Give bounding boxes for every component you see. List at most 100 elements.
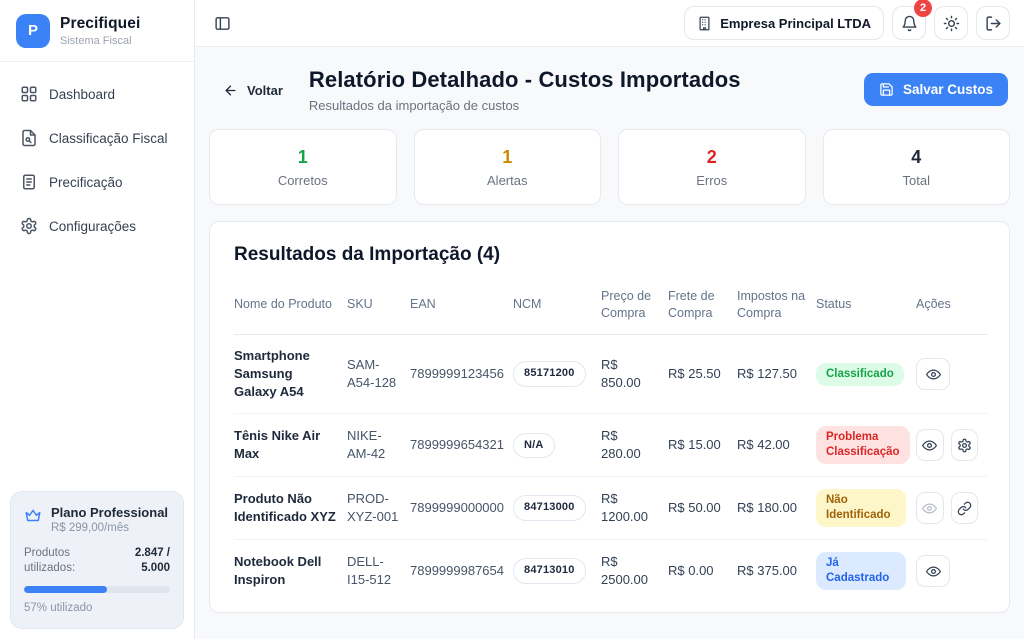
link-product-button[interactable] <box>950 492 978 525</box>
product-name-cell: Smartphone Samsung Galaxy A54 <box>234 334 347 415</box>
theme-toggle-button[interactable] <box>934 6 968 40</box>
sku-cell: PROD-XYZ-001 <box>347 476 410 541</box>
notifications-button[interactable] <box>892 6 926 40</box>
table-row: Produto Não Identificado XYZ PROD-XYZ-001… <box>234 476 988 541</box>
status-badge: Classificado <box>816 362 904 386</box>
sidebar-item-label: Classificação Fiscal <box>49 130 168 146</box>
view-details-button[interactable] <box>916 429 944 462</box>
ncm-badge: N/A <box>513 432 555 458</box>
view-details-button[interactable] <box>916 555 950 587</box>
status-badge: Já Cadastrado <box>816 552 906 590</box>
save-costs-button[interactable]: Salvar Custos <box>863 73 1008 106</box>
plan-usage-value: 2.847 / 5.000 <box>134 546 170 575</box>
page-header: Voltar Relatório Detalhado - Custos Impo… <box>209 61 1010 113</box>
ean-cell: 7899999654321 <box>410 413 513 478</box>
topbar: Empresa Principal LTDA 2 <box>195 0 1024 47</box>
dashboard-grid-icon <box>20 85 38 103</box>
ean-cell: 7899999000000 <box>410 476 513 541</box>
table-row: Notebook Dell Inspiron DELL-I15-512 789999… <box>234 540 988 602</box>
back-button-label: Voltar <box>247 83 283 98</box>
sidebar-item-label: Configurações <box>49 218 137 234</box>
product-name-cell: Tênis Nike Air Max <box>234 413 347 478</box>
ncm-badge: 84713010 <box>513 558 586 584</box>
sidebar-item-label: Dashboard <box>49 86 116 102</box>
table-row: Smartphone Samsung Galaxy A54 SAM-A54-128… <box>234 334 988 415</box>
save-costs-label: Salvar Custos <box>902 82 993 97</box>
col-acoes: Ações <box>916 276 988 335</box>
plan-percent-label: 57% utilizado <box>24 602 93 614</box>
sku-cell: DELL-I15-512 <box>347 553 392 587</box>
sku-cell: SAM-A54-128 <box>347 334 410 415</box>
eye-icon <box>922 501 938 516</box>
document-lines-icon <box>20 173 38 191</box>
link-icon <box>957 501 972 516</box>
ean-cell: 7899999987654 <box>410 562 504 578</box>
notification-count-badge: 2 <box>914 0 932 17</box>
building-icon <box>697 16 712 31</box>
row-actions <box>916 555 978 587</box>
summary-card-alertas: 1 Alertas <box>413 129 601 205</box>
freight-cell: R$ 15.00 <box>668 413 737 478</box>
results-table: Nome do Produto SKU EAN NCM Preço de Com… <box>234 276 988 602</box>
view-details-button[interactable] <box>916 358 950 391</box>
eye-icon <box>925 564 941 579</box>
summary-label: Alertas <box>487 173 528 188</box>
col-ncm: NCM <box>513 276 601 335</box>
gear-icon <box>20 217 38 235</box>
sidebar-item-dashboard[interactable]: Dashboard <box>10 76 184 112</box>
sidebar-item-classificacao-fiscal[interactable]: Classificação Fiscal <box>10 120 184 156</box>
back-arrow-icon <box>223 83 238 98</box>
page-subtitle: Resultados da importação de custos <box>308 98 520 113</box>
sku-cell: NIKE-AM-42 <box>347 413 410 478</box>
save-icon <box>879 82 894 97</box>
company-selector-button[interactable]: Empresa Principal LTDA <box>684 6 884 40</box>
summary-card-erros: 2 Erros <box>618 129 806 205</box>
summary-value: 1 <box>502 147 513 167</box>
ncm-badge: 84713000 <box>513 495 586 521</box>
table-row: Tênis Nike Air Max NIKE-AM-42 789999965432… <box>234 413 988 478</box>
summary-card-corretos: 1 Corretos <box>209 129 397 205</box>
ncm-badge: 85171200 <box>513 361 586 387</box>
bell-icon <box>901 15 918 32</box>
row-actions <box>916 492 978 525</box>
results-title: Resultados da Importação (4) <box>234 244 501 265</box>
back-button[interactable]: Voltar <box>211 75 295 106</box>
sidebar-item-label: Precificação <box>49 174 123 190</box>
col-preco-compra: Preço de Compra <box>601 276 668 335</box>
brand: P Precifiquei Sistema Fiscal <box>0 0 194 62</box>
col-ean: EAN <box>410 276 513 335</box>
view-details-button-disabled <box>916 492 944 525</box>
company-name: Empresa Principal LTDA <box>720 15 871 31</box>
sidebar-item-precificacao[interactable]: Precificação <box>10 164 184 200</box>
purchase-price-cell: R$ 2500.00 <box>601 553 648 587</box>
table-header-row: Nome do Produto SKU EAN NCM Preço de Com… <box>234 276 988 335</box>
summary-value: 2 <box>706 147 717 167</box>
status-badge: Problema Classificação <box>816 426 910 465</box>
summary-value: 1 <box>297 147 308 167</box>
classification-settings-button[interactable] <box>950 429 978 462</box>
sidebar-item-configuracoes[interactable]: Configurações <box>10 208 184 244</box>
purchase-price-cell: R$ 1200.00 <box>601 476 668 541</box>
main-area: Empresa Principal LTDA 2 <box>195 0 1024 639</box>
summary-cards: 1 Corretos 1 Alertas 2 Erros 4 Total <box>209 129 1010 205</box>
logout-button[interactable] <box>976 6 1010 40</box>
row-actions <box>916 429 978 462</box>
purchase-price-cell: R$ 280.00 <box>601 413 668 478</box>
sidebar-toggle-button[interactable] <box>205 6 239 40</box>
brand-subtitle: Sistema Fiscal <box>60 34 132 47</box>
brand-logo: P <box>16 13 50 48</box>
logout-icon <box>985 15 1002 32</box>
col-nome-produto: Nome do Produto <box>234 276 347 335</box>
col-status: Status <box>816 276 916 335</box>
plan-usage-label: Produtos utilizados: <box>24 546 76 575</box>
page-title: Relatório Detalhado - Custos Importados <box>308 67 741 92</box>
col-impostos-compra: Impostos na Compra <box>737 276 816 335</box>
row-actions <box>916 358 978 391</box>
gear-icon <box>957 438 972 453</box>
freight-cell: R$ 0.00 <box>668 562 714 578</box>
results-card: Resultados da Importação (4) Nome do Pro… <box>209 221 1010 613</box>
crown-icon <box>24 507 42 525</box>
plan-progress-bar <box>24 586 170 593</box>
summary-label: Erros <box>696 173 728 188</box>
